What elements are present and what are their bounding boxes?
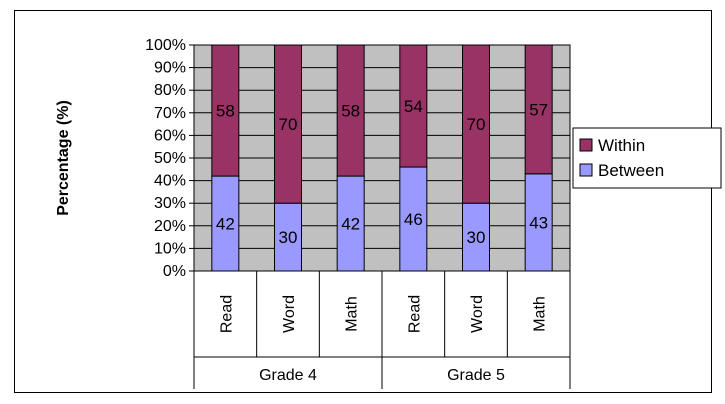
- y-tick-label: 100%: [145, 37, 186, 54]
- data-label-between: 46: [404, 210, 423, 229]
- bar-within: [462, 44, 490, 204]
- y-axis-title: Percentage (%): [55, 100, 72, 216]
- data-label-between: 43: [529, 213, 548, 232]
- y-tick-label: 40%: [154, 173, 186, 190]
- y-tick-label: 90%: [154, 60, 186, 77]
- x-category-label: Read: [218, 295, 235, 333]
- data-label-between: 30: [279, 228, 298, 247]
- bar-within: [211, 44, 240, 177]
- y-tick-label: 20%: [154, 218, 186, 235]
- x-group-label: Grade 4: [259, 367, 317, 384]
- x-category-label: Word: [281, 295, 298, 333]
- legend-swatch-within: [579, 138, 593, 152]
- data-label-within: 58: [216, 102, 235, 121]
- bar-within: [399, 44, 428, 168]
- data-label-within: 70: [467, 115, 486, 134]
- data-label-within: 70: [279, 115, 298, 134]
- y-tick-label: 10%: [154, 240, 186, 257]
- data-label-within: 54: [404, 97, 423, 116]
- bar-between: [336, 175, 365, 272]
- bar-within: [274, 44, 302, 204]
- legend-swatch-between: [579, 163, 593, 177]
- data-label-between: 30: [467, 228, 486, 247]
- bar-between: [274, 202, 302, 272]
- y-tick-label: 70%: [154, 105, 186, 122]
- x-category-label: Math: [344, 296, 361, 332]
- data-label-within: 57: [529, 100, 548, 119]
- bar-within: [336, 44, 365, 177]
- y-tick-label: 60%: [154, 127, 186, 144]
- y-tick-label: 0%: [163, 263, 186, 280]
- y-tick-label: 80%: [154, 82, 186, 99]
- bar-within: [524, 44, 553, 175]
- bar-between: [399, 166, 428, 272]
- x-group-label: Grade 5: [447, 367, 505, 384]
- data-label-between: 42: [341, 215, 360, 234]
- x-category-label: Math: [532, 296, 549, 332]
- legend-label-within: Within: [598, 136, 645, 155]
- y-tick-label: 50%: [154, 150, 186, 167]
- legend-box: [572, 127, 722, 189]
- x-category-label: Read: [406, 295, 423, 333]
- y-tick-label: 30%: [154, 195, 186, 212]
- data-label-within: 58: [341, 102, 360, 121]
- data-label-between: 42: [216, 215, 235, 234]
- legend-label-between: Between: [598, 161, 664, 180]
- x-category-label: Word: [469, 295, 486, 333]
